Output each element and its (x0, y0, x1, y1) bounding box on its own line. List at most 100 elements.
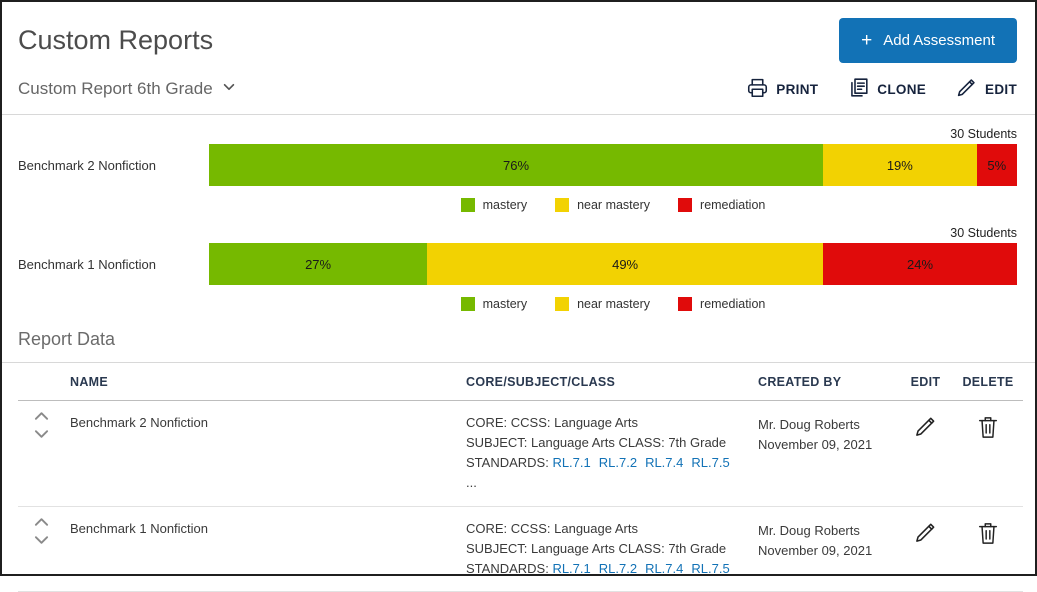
legend-swatch (678, 198, 693, 212)
chevron-down-icon (34, 427, 49, 442)
legend-swatch (555, 198, 570, 212)
legend-item: mastery (460, 198, 528, 212)
created-by: Mr. Doug Roberts (758, 417, 860, 432)
row-delete-button[interactable] (975, 519, 1001, 547)
standard-link[interactable]: RL.7.5 (691, 560, 730, 576)
legend-swatch (555, 297, 570, 311)
trash-icon (977, 417, 999, 442)
standard-link[interactable]: RL.7.5 (691, 455, 730, 471)
trash-icon (977, 522, 999, 548)
column-delete: DELETE (953, 363, 1023, 401)
clone-icon (848, 77, 869, 101)
page-title: Custom Reports (18, 25, 214, 55)
column-edit: EDIT (898, 363, 953, 401)
row-core-subject: CORE: CCSS: Language Arts SUBJECT: Langu… (466, 413, 746, 494)
legend-item: near mastery (555, 198, 650, 212)
printer-icon (747, 77, 768, 101)
report-selector-dropdown[interactable]: Custom Report 6th Grade (18, 79, 236, 99)
move-down-button[interactable] (32, 533, 51, 547)
core-line: CORE: CCSS: Language Arts (466, 520, 638, 536)
bar-segment-remediation: 5% (976, 144, 1017, 186)
row-core-subject: CORE: CCSS: Language Arts SUBJECT: Langu… (466, 519, 746, 579)
report-data-title: Report Data (2, 323, 1035, 363)
legend-swatch (460, 198, 475, 212)
bar-segment-near-mastery: 49% (427, 243, 824, 285)
table-header-row: NAME CORE/SUBJECT/CLASS CREATED BY EDIT … (18, 363, 1023, 401)
add-assessment-button[interactable]: + Add Assessment (839, 18, 1017, 63)
standard-link[interactable]: RL.7.4 (645, 560, 684, 576)
chevron-up-icon (34, 515, 49, 530)
standard-link[interactable]: RL.7.4 (645, 455, 684, 471)
legend-swatch (678, 297, 693, 311)
print-label: PRINT (776, 81, 819, 97)
standard-link[interactable]: RL.7.2 (598, 560, 638, 576)
created-by: Mr. Doug Roberts (758, 522, 860, 538)
subject-line: SUBJECT: Language Arts CLASS: 7th Grade (466, 540, 727, 556)
report-toolbar: PRINT CLONE EDIT (747, 77, 1017, 101)
table-row: Benchmark 2 Nonfiction CORE: CCSS: Langu… (18, 400, 1023, 507)
row-delete-button[interactable] (975, 413, 1001, 441)
pencil-icon (956, 77, 977, 101)
benchmark-chart: 30 Students Benchmark 2 Nonfiction 76% 19… (18, 127, 1017, 222)
print-button[interactable]: PRINT (747, 77, 818, 101)
edit-button[interactable]: EDIT (956, 77, 1017, 101)
pencil-icon (914, 417, 937, 441)
chart-legend: mastery near mastery remediation (209, 285, 1017, 321)
chart-legend: mastery near mastery remediation (209, 186, 1017, 222)
row-edit-button[interactable] (912, 519, 939, 546)
students-count: 30 Students (950, 127, 1017, 141)
chevron-up-icon (34, 409, 49, 424)
page-header: Custom Reports + Add Assessment (2, 2, 1035, 71)
row-edit-button[interactable] (912, 413, 939, 440)
row-name: Benchmark 2 Nonfiction (64, 400, 460, 507)
plus-icon: + (861, 30, 873, 51)
benchmark-chart: 30 Students Benchmark 1 Nonfiction 27% 49… (18, 226, 1017, 321)
legend-label: near mastery (577, 297, 651, 311)
standards-overflow: ... (466, 475, 477, 491)
column-reorder (18, 363, 64, 401)
stacked-bar: 27% 49% 24% (209, 243, 1017, 285)
clone-button[interactable]: CLONE (848, 77, 926, 101)
bar-segment-mastery: 76% (209, 144, 824, 186)
charts-section: 30 Students Benchmark 2 Nonfiction 76% 19… (2, 115, 1035, 321)
created-date: November 09, 2021 (758, 542, 873, 558)
legend-label: remediation (700, 297, 766, 311)
legend-label: mastery (482, 297, 528, 311)
move-down-button[interactable] (32, 427, 51, 441)
move-up-button[interactable] (32, 515, 51, 529)
created-date: November 09, 2021 (758, 437, 873, 453)
column-created-by: CREATED BY (752, 363, 898, 401)
stacked-bar: 76% 19% 5% (209, 144, 1017, 186)
pencil-icon (914, 523, 937, 547)
move-up-button[interactable] (32, 409, 51, 423)
table-row: Benchmark 1 Nonfiction CORE: CCSS: Langu… (18, 506, 1023, 592)
legend-label: mastery (482, 198, 528, 212)
edit-label: EDIT (985, 81, 1017, 97)
chevron-down-icon (222, 79, 236, 99)
legend-swatch (460, 297, 475, 311)
legend-item: near mastery (555, 297, 650, 311)
legend-item: remediation (678, 297, 765, 311)
report-selector-row: Custom Report 6th Grade PRINT CLONE EDIT (2, 71, 1035, 115)
students-count: 30 Students (950, 226, 1017, 240)
standard-link[interactable]: RL.7.2 (598, 455, 638, 471)
legend-label: near mastery (577, 198, 651, 212)
column-core: CORE/SUBJECT/CLASS (460, 363, 752, 401)
standards-line: STANDARDS: RL.7.1 RL.7.2 RL.7.4 RL.7.5 ... (466, 455, 730, 491)
bar-segment-mastery: 27% (209, 243, 428, 285)
legend-item: remediation (678, 198, 765, 212)
bar-segment-near-mastery: 19% (823, 144, 977, 186)
chart-label: Benchmark 2 Nonfiction (18, 157, 157, 173)
chevron-down-icon (34, 533, 49, 548)
standards-line: STANDARDS: RL.7.1 RL.7.2 RL.7.4 RL.7.5 (466, 560, 730, 576)
legend-label: remediation (700, 198, 766, 212)
column-name: NAME (64, 363, 460, 401)
core-line: CORE: CCSS: Language Arts (466, 415, 638, 430)
subject-line: SUBJECT: Language Arts CLASS: 7th Grade (466, 435, 727, 451)
clone-label: CLONE (877, 81, 927, 97)
standard-link[interactable]: RL.7.1 (552, 560, 591, 576)
row-name: Benchmark 1 Nonfiction (64, 506, 460, 592)
standard-link[interactable]: RL.7.1 (552, 455, 591, 471)
report-data-table: NAME CORE/SUBJECT/CLASS CREATED BY EDIT … (18, 363, 1023, 592)
legend-item: mastery (460, 297, 528, 311)
